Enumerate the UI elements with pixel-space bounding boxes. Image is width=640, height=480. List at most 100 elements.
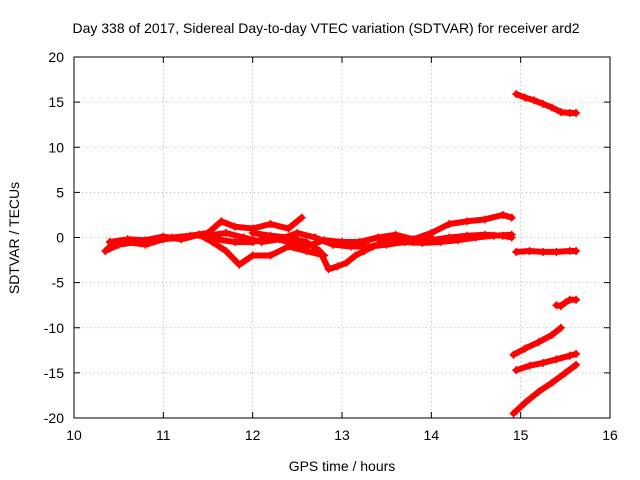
data-point — [572, 247, 581, 256]
y-tick-label: 15 — [48, 94, 64, 110]
data-point — [539, 358, 547, 367]
data-point — [266, 219, 275, 228]
series-trace — [510, 361, 580, 417]
data-point — [342, 258, 351, 267]
data-point — [355, 238, 364, 247]
data-point — [409, 238, 418, 247]
data-point — [547, 103, 556, 112]
data-point — [547, 378, 556, 387]
data-series — [509, 360, 581, 418]
data-point — [539, 247, 547, 256]
data-point — [427, 236, 436, 245]
data-point — [204, 231, 212, 240]
data-point — [230, 222, 239, 231]
data-point — [105, 242, 114, 251]
x-tick-label: 12 — [245, 427, 261, 443]
data-point — [177, 233, 186, 242]
data-point — [311, 233, 320, 242]
data-point — [248, 228, 257, 237]
y-tick-label: 20 — [48, 49, 64, 65]
data-point — [572, 360, 581, 369]
data-point — [556, 323, 565, 332]
data-point — [525, 247, 534, 256]
data-point — [266, 231, 275, 240]
data-series — [512, 247, 581, 256]
x-tick-label: 13 — [334, 427, 350, 443]
data-point — [369, 242, 378, 251]
data-point — [463, 217, 472, 226]
data-point — [351, 251, 360, 260]
data-point — [235, 260, 244, 269]
data-point — [221, 228, 230, 237]
data-point — [230, 238, 239, 247]
data-series — [512, 90, 581, 117]
data-series — [338, 210, 516, 249]
data-point — [512, 90, 521, 99]
data-point — [534, 338, 543, 347]
data-point — [556, 108, 565, 117]
data-point — [552, 301, 561, 310]
data-point — [509, 350, 518, 359]
data-point — [141, 240, 150, 249]
y-tick-label: -10 — [44, 320, 64, 336]
y-tick-label: -20 — [44, 410, 64, 426]
data-point — [382, 240, 391, 249]
data-point — [338, 240, 346, 249]
y-tick-label: -15 — [44, 365, 64, 381]
data-point — [512, 247, 521, 256]
x-tick-label: 15 — [513, 427, 529, 443]
data-point — [480, 215, 489, 224]
data-point — [509, 409, 518, 418]
data-point — [498, 210, 507, 219]
data-series — [512, 349, 581, 375]
data-series — [248, 228, 387, 274]
data-point — [159, 235, 168, 244]
data-series — [509, 323, 565, 359]
data-point — [297, 213, 306, 222]
data-point — [248, 251, 257, 260]
data-series-layer — [101, 90, 581, 418]
data-point — [539, 99, 547, 108]
x-tick-label: 14 — [424, 427, 440, 443]
data-point — [445, 219, 454, 228]
grid — [74, 57, 610, 418]
x-tick-label: 16 — [602, 427, 618, 443]
data-point — [530, 96, 539, 105]
y-tick-label: 5 — [56, 184, 64, 200]
data-point — [239, 233, 248, 242]
x-tick-label: 11 — [156, 427, 171, 443]
chart-title: Day 338 of 2017, Sidereal Day-to-day VTE… — [72, 20, 579, 36]
y-tick-label: -5 — [52, 275, 65, 291]
data-point — [534, 387, 543, 396]
data-point — [195, 230, 204, 239]
data-point — [333, 262, 342, 271]
data-series — [409, 230, 516, 247]
data-point — [293, 228, 302, 237]
data-point — [302, 238, 311, 247]
x-tick-label: 10 — [66, 427, 82, 443]
data-point — [552, 355, 561, 364]
data-point — [507, 213, 516, 222]
y-tick-label: 0 — [56, 230, 64, 246]
data-point — [512, 366, 521, 375]
data-series — [552, 295, 581, 311]
data-point — [324, 265, 333, 274]
data-point — [373, 233, 382, 242]
data-point — [101, 247, 110, 256]
y-tick-label: 10 — [48, 139, 64, 155]
data-point — [572, 295, 581, 304]
data-point — [315, 247, 324, 256]
data-point — [547, 330, 556, 339]
data-point — [284, 224, 293, 233]
data-point — [572, 108, 581, 117]
data-point — [463, 231, 472, 240]
data-point — [257, 238, 266, 247]
data-point — [445, 233, 454, 242]
data-point — [552, 247, 561, 256]
data-point — [427, 228, 436, 237]
x-axis-label: GPS time / hours — [289, 458, 396, 474]
data-point — [221, 247, 230, 256]
data-point — [556, 302, 565, 311]
axis-ticks: 10 11 12 13 14 15 16 20 15 10 5 0 -5 -10 -15 -20 — [44, 49, 618, 443]
